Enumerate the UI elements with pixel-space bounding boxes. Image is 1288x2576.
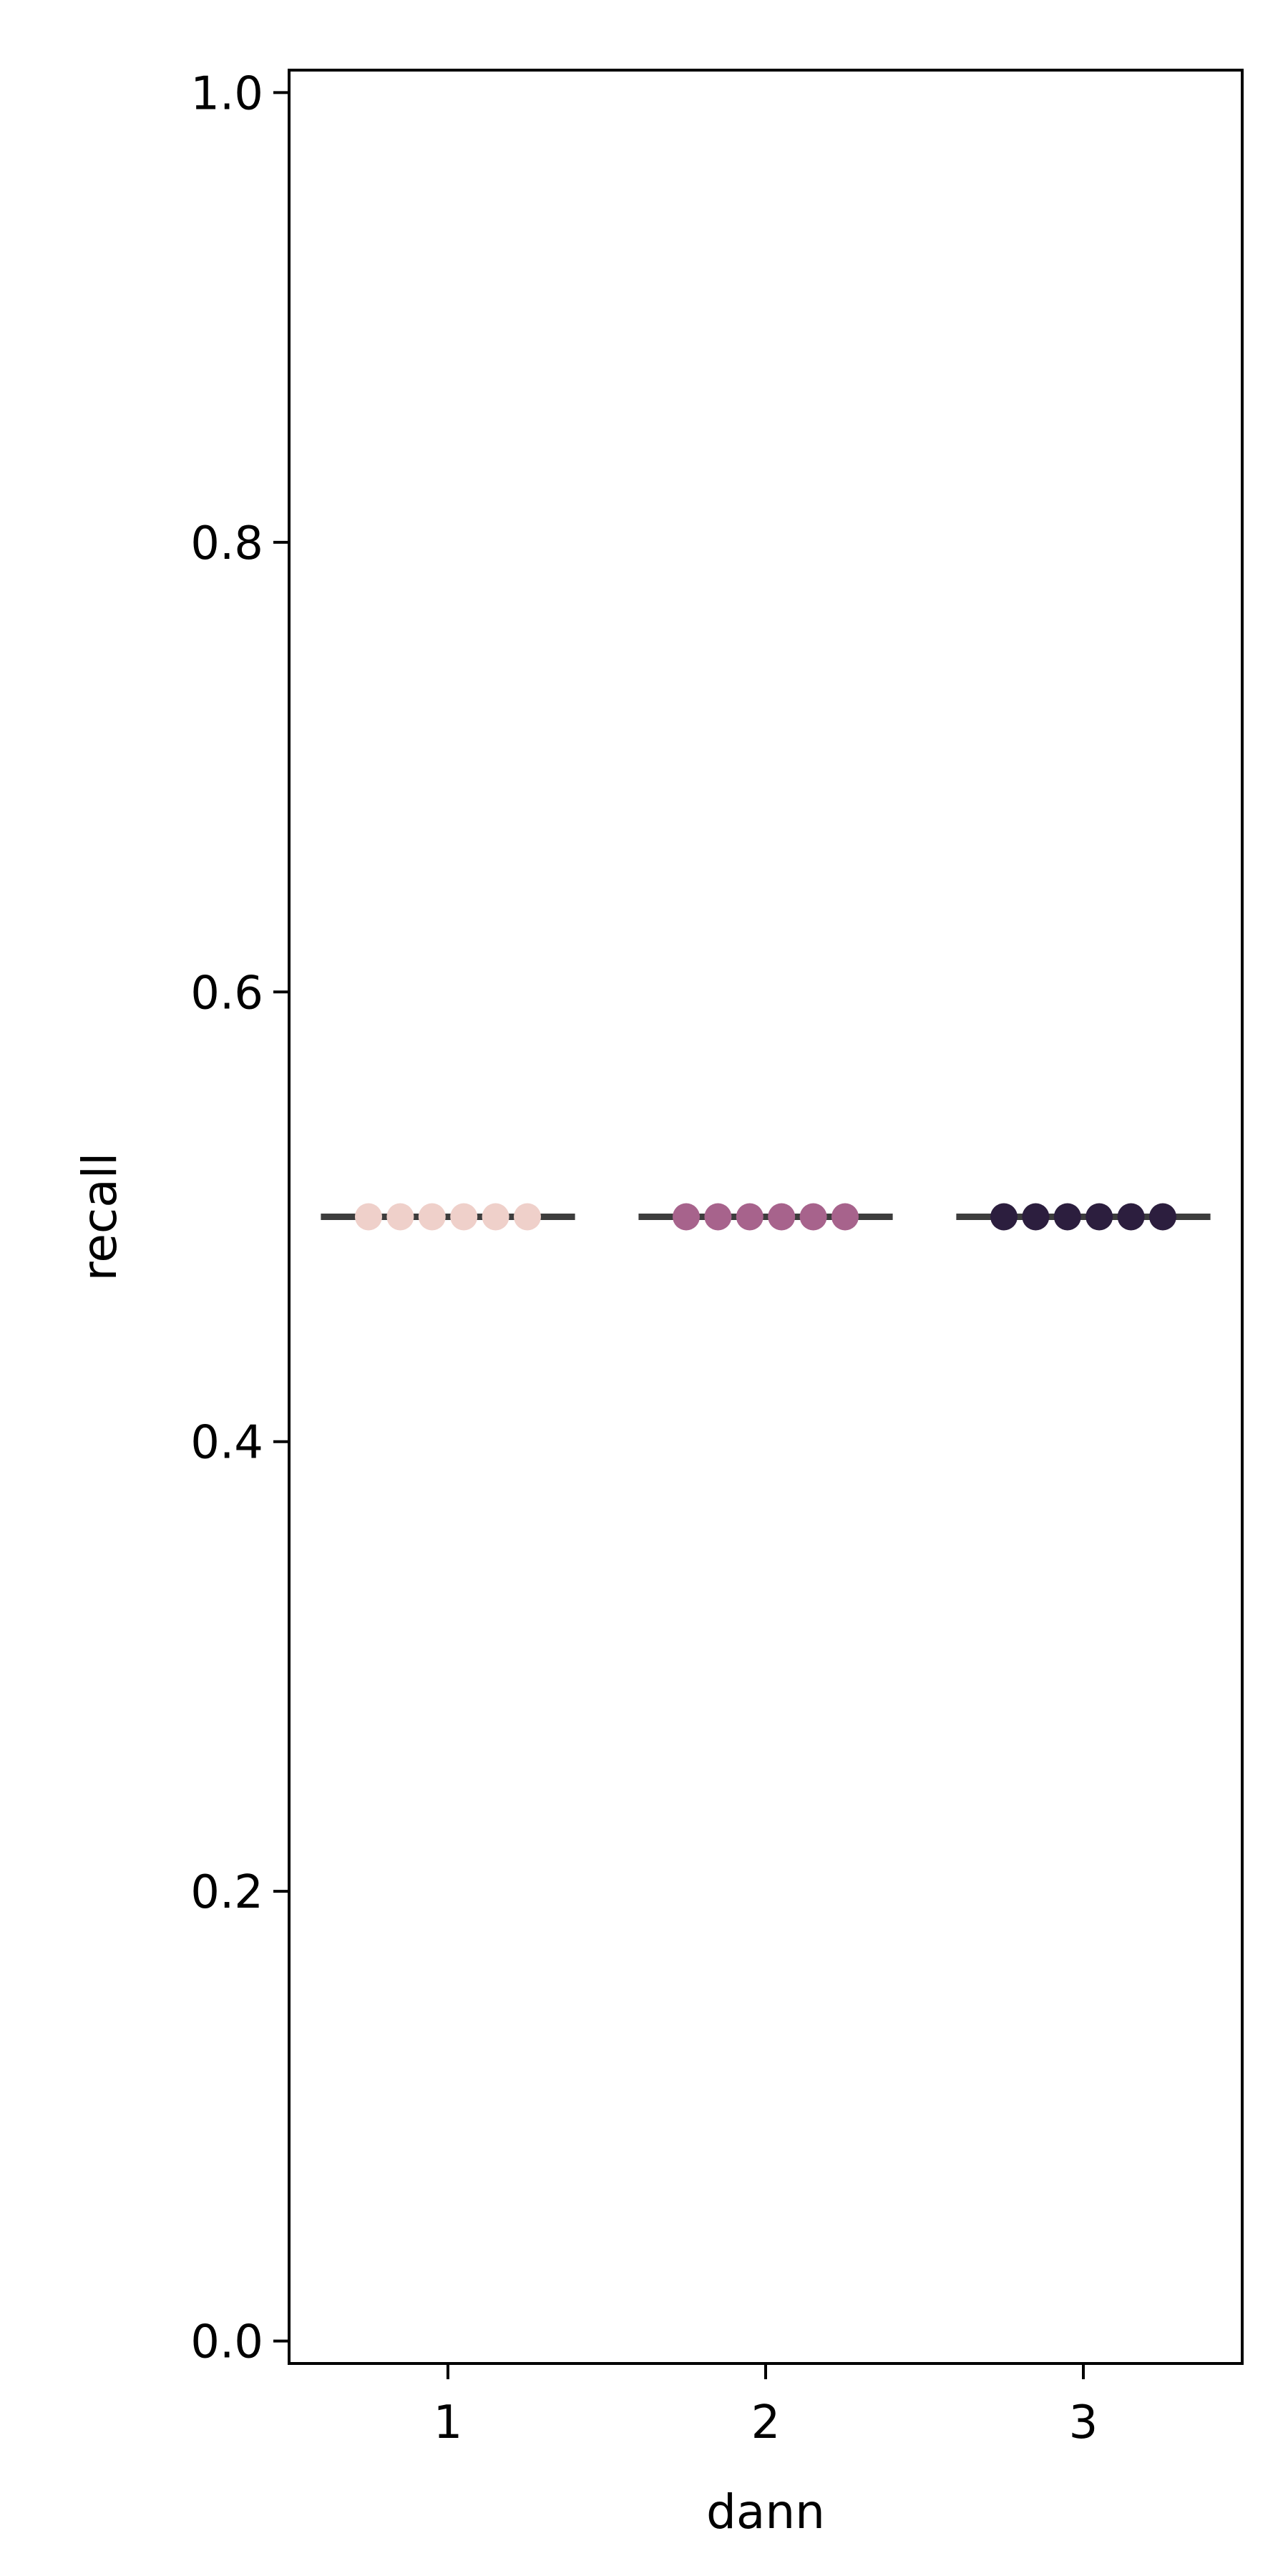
data-point [1053, 1203, 1081, 1231]
data-point [990, 1203, 1018, 1231]
data-point [736, 1203, 763, 1231]
y-axis: 0.0 0.2 0.4 0.6 0.8 1.0 [190, 67, 289, 2369]
y-tick-label: 0.4 [190, 1417, 263, 1470]
y-axis-label: recall [72, 1153, 127, 1282]
data-point [386, 1203, 414, 1231]
data-point [1149, 1203, 1176, 1231]
data-point [704, 1203, 732, 1231]
x-tick-label: 3 [1069, 2396, 1098, 2449]
data-point [768, 1203, 796, 1231]
data-point [831, 1203, 859, 1231]
data-point [418, 1203, 446, 1231]
x-axis-label: dann [706, 2484, 825, 2540]
plot-frame [288, 69, 1244, 2365]
data-point [514, 1203, 541, 1231]
y-tick-label: 0.8 [190, 517, 263, 570]
y-tick-label: 1.0 [190, 67, 263, 120]
chart-marks [321, 1203, 1211, 1231]
y-tick-label: 0.2 [190, 1866, 263, 1919]
data-point [1085, 1203, 1113, 1231]
data-point [450, 1203, 478, 1231]
data-point [1022, 1203, 1050, 1231]
data-point [1117, 1203, 1145, 1231]
data-point [355, 1203, 382, 1231]
data-point [482, 1203, 509, 1231]
data-point [799, 1203, 827, 1231]
y-tick-label: 0.6 [190, 967, 263, 1020]
y-tick-label: 0.0 [190, 2316, 263, 2369]
x-tick-label: 2 [751, 2396, 781, 2449]
data-point [673, 1203, 700, 1231]
x-axis: 1 2 3 [434, 2363, 1098, 2449]
x-tick-label: 1 [434, 2396, 463, 2449]
